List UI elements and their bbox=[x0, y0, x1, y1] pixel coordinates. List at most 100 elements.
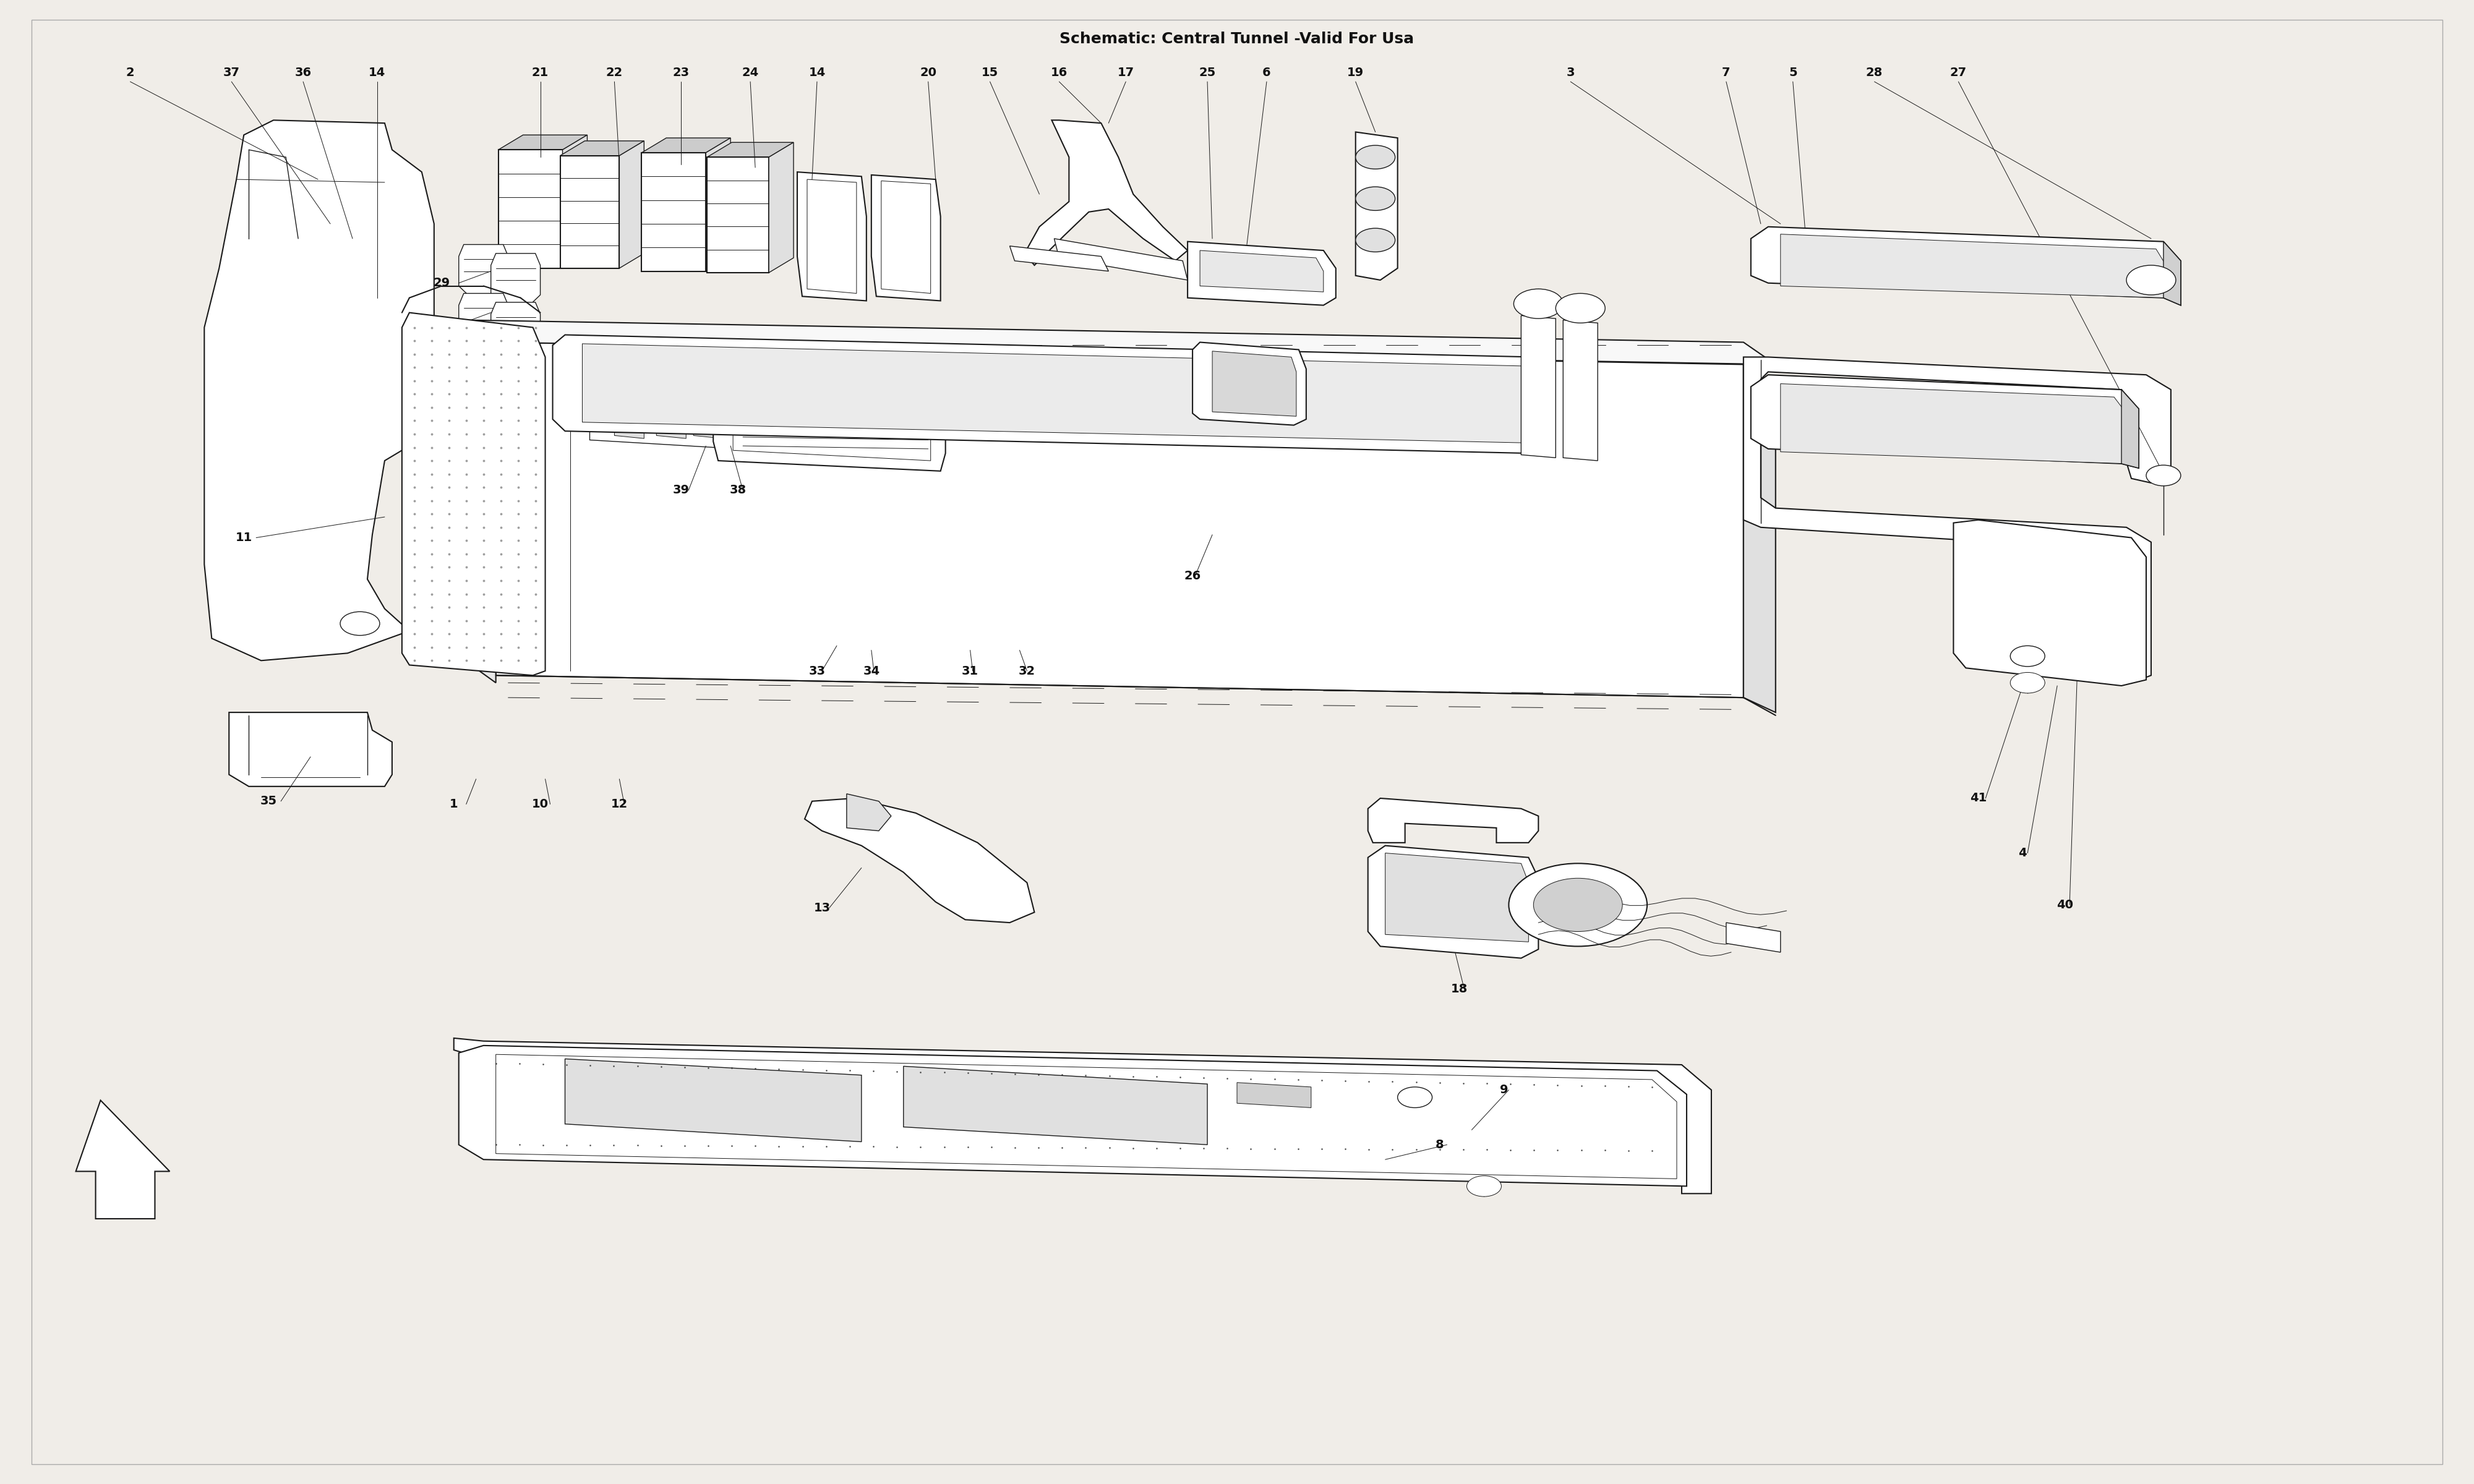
Text: 16: 16 bbox=[1051, 67, 1069, 79]
Text: 20: 20 bbox=[920, 67, 938, 79]
Polygon shape bbox=[705, 138, 730, 272]
Circle shape bbox=[1356, 187, 1395, 211]
Polygon shape bbox=[490, 254, 539, 307]
Polygon shape bbox=[1054, 239, 1188, 280]
Text: 5: 5 bbox=[1789, 67, 1796, 79]
Text: 8: 8 bbox=[1435, 1138, 1445, 1150]
Polygon shape bbox=[769, 142, 794, 273]
Text: 36: 36 bbox=[294, 67, 312, 79]
Circle shape bbox=[1356, 229, 1395, 252]
Polygon shape bbox=[1781, 384, 2128, 463]
Polygon shape bbox=[497, 135, 586, 150]
Circle shape bbox=[2011, 646, 2046, 666]
Circle shape bbox=[1509, 864, 1648, 947]
Text: 41: 41 bbox=[1969, 792, 1987, 804]
Polygon shape bbox=[490, 303, 539, 356]
Polygon shape bbox=[1954, 519, 2145, 686]
Polygon shape bbox=[465, 321, 495, 683]
Text: 9: 9 bbox=[1499, 1083, 1509, 1095]
Polygon shape bbox=[903, 1066, 1207, 1144]
Polygon shape bbox=[1009, 246, 1108, 272]
Circle shape bbox=[341, 611, 379, 635]
Text: 30: 30 bbox=[433, 319, 450, 331]
Text: 2: 2 bbox=[126, 67, 134, 79]
Text: 12: 12 bbox=[611, 798, 628, 810]
Text: Schematic: Central Tunnel -Valid For Usa: Schematic: Central Tunnel -Valid For Usa bbox=[1059, 31, 1415, 46]
Text: 22: 22 bbox=[606, 67, 623, 79]
Circle shape bbox=[1398, 1086, 1432, 1107]
Polygon shape bbox=[559, 141, 643, 156]
Polygon shape bbox=[77, 1100, 171, 1218]
Text: 29: 29 bbox=[433, 278, 450, 289]
Text: 18: 18 bbox=[1450, 984, 1467, 996]
Text: 19: 19 bbox=[1348, 67, 1363, 79]
Text: 14: 14 bbox=[809, 67, 826, 79]
Polygon shape bbox=[1368, 798, 1539, 843]
Text: 14: 14 bbox=[369, 67, 386, 79]
Polygon shape bbox=[1385, 853, 1529, 942]
Circle shape bbox=[1514, 289, 1564, 319]
Polygon shape bbox=[1024, 120, 1188, 266]
Polygon shape bbox=[1744, 365, 1776, 712]
Polygon shape bbox=[458, 245, 507, 298]
Polygon shape bbox=[1522, 316, 1556, 457]
Polygon shape bbox=[708, 142, 794, 157]
Polygon shape bbox=[559, 156, 618, 269]
Polygon shape bbox=[871, 175, 940, 301]
Polygon shape bbox=[1752, 375, 2138, 467]
Polygon shape bbox=[2123, 390, 2138, 467]
Polygon shape bbox=[1368, 846, 1539, 959]
Text: 34: 34 bbox=[863, 665, 881, 677]
Polygon shape bbox=[641, 153, 705, 272]
Polygon shape bbox=[1752, 227, 2180, 306]
Polygon shape bbox=[589, 375, 737, 448]
Circle shape bbox=[1534, 879, 1623, 932]
Text: 17: 17 bbox=[1118, 67, 1133, 79]
Text: 21: 21 bbox=[532, 67, 549, 79]
Polygon shape bbox=[401, 313, 544, 675]
Text: 27: 27 bbox=[1950, 67, 1967, 79]
Polygon shape bbox=[453, 1039, 1712, 1193]
Text: 40: 40 bbox=[2056, 899, 2073, 911]
Polygon shape bbox=[465, 321, 1776, 365]
Text: 3: 3 bbox=[1566, 67, 1576, 79]
Polygon shape bbox=[614, 381, 643, 438]
Polygon shape bbox=[230, 712, 391, 787]
Polygon shape bbox=[708, 157, 769, 273]
Polygon shape bbox=[713, 343, 945, 470]
Polygon shape bbox=[1237, 1082, 1311, 1107]
Polygon shape bbox=[2162, 242, 2180, 306]
Polygon shape bbox=[1188, 242, 1336, 306]
Text: 1: 1 bbox=[450, 798, 458, 810]
Text: 24: 24 bbox=[742, 67, 760, 79]
Polygon shape bbox=[205, 120, 433, 660]
Circle shape bbox=[2128, 266, 2175, 295]
Text: 26: 26 bbox=[1185, 570, 1200, 582]
Polygon shape bbox=[1781, 234, 2165, 298]
Text: 11: 11 bbox=[235, 531, 252, 543]
Polygon shape bbox=[458, 294, 507, 347]
Text: 15: 15 bbox=[982, 67, 999, 79]
Polygon shape bbox=[1212, 352, 1296, 417]
Circle shape bbox=[1356, 145, 1395, 169]
Polygon shape bbox=[562, 135, 586, 269]
Polygon shape bbox=[1727, 923, 1781, 953]
Text: 31: 31 bbox=[962, 665, 980, 677]
Polygon shape bbox=[747, 361, 846, 410]
Text: 6: 6 bbox=[1262, 67, 1272, 79]
Text: 28: 28 bbox=[1865, 67, 1883, 79]
Text: 23: 23 bbox=[673, 67, 690, 79]
Polygon shape bbox=[1200, 251, 1324, 292]
Polygon shape bbox=[552, 335, 1546, 453]
Text: 32: 32 bbox=[1019, 665, 1037, 677]
Polygon shape bbox=[846, 794, 891, 831]
Polygon shape bbox=[581, 344, 1529, 442]
Text: 37: 37 bbox=[223, 67, 240, 79]
Text: 33: 33 bbox=[809, 665, 826, 677]
Polygon shape bbox=[497, 150, 562, 269]
Polygon shape bbox=[618, 141, 643, 269]
Polygon shape bbox=[641, 138, 730, 153]
Circle shape bbox=[2011, 672, 2046, 693]
Polygon shape bbox=[1744, 358, 2170, 683]
Polygon shape bbox=[804, 798, 1034, 923]
